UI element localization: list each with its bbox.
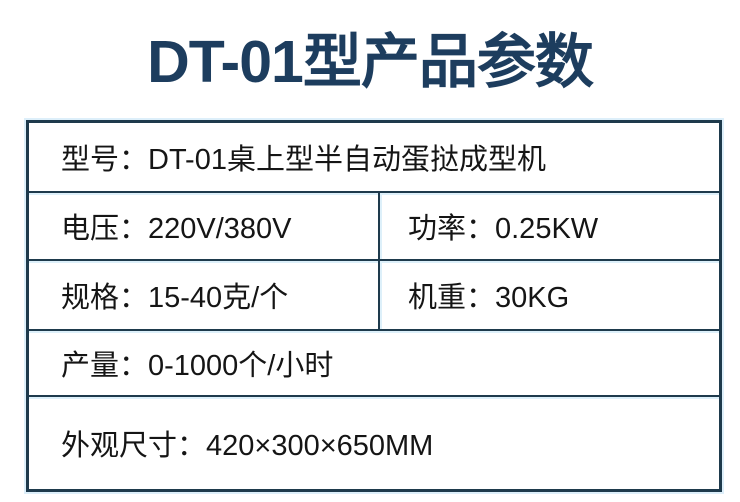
spec-table: 型号：DT-01桌上型半自动蛋挞成型机 电压：220V/380V 功率：0.25… bbox=[26, 120, 722, 492]
spec-cell-power: 功率：0.25KW bbox=[380, 193, 719, 259]
spec-row-spec-weight: 规格：15-40克/个 机重：30KG bbox=[29, 261, 719, 331]
spec-row-dimensions: 外观尺寸：420×300×650MM bbox=[29, 397, 719, 489]
spec-cell-specification: 规格：15-40克/个 bbox=[29, 261, 380, 329]
spec-cell-model: 型号：DT-01桌上型半自动蛋挞成型机 bbox=[61, 144, 546, 176]
spec-row-output: 产量：0-1000个/小时 bbox=[29, 331, 719, 397]
spec-cell-weight: 机重：30KG bbox=[380, 261, 719, 329]
spec-cell-dimensions: 外观尺寸：420×300×650MM bbox=[61, 430, 434, 462]
spec-row-model: 型号：DT-01桌上型半自动蛋挞成型机 bbox=[29, 123, 719, 193]
spec-cell-output: 产量：0-1000个/小时 bbox=[61, 350, 334, 382]
spec-cell-voltage: 电压：220V/380V bbox=[29, 193, 380, 259]
page-title: DT-01型产品参数 bbox=[147, 29, 594, 95]
spec-row-voltage-power: 电压：220V/380V 功率：0.25KW bbox=[29, 193, 719, 261]
